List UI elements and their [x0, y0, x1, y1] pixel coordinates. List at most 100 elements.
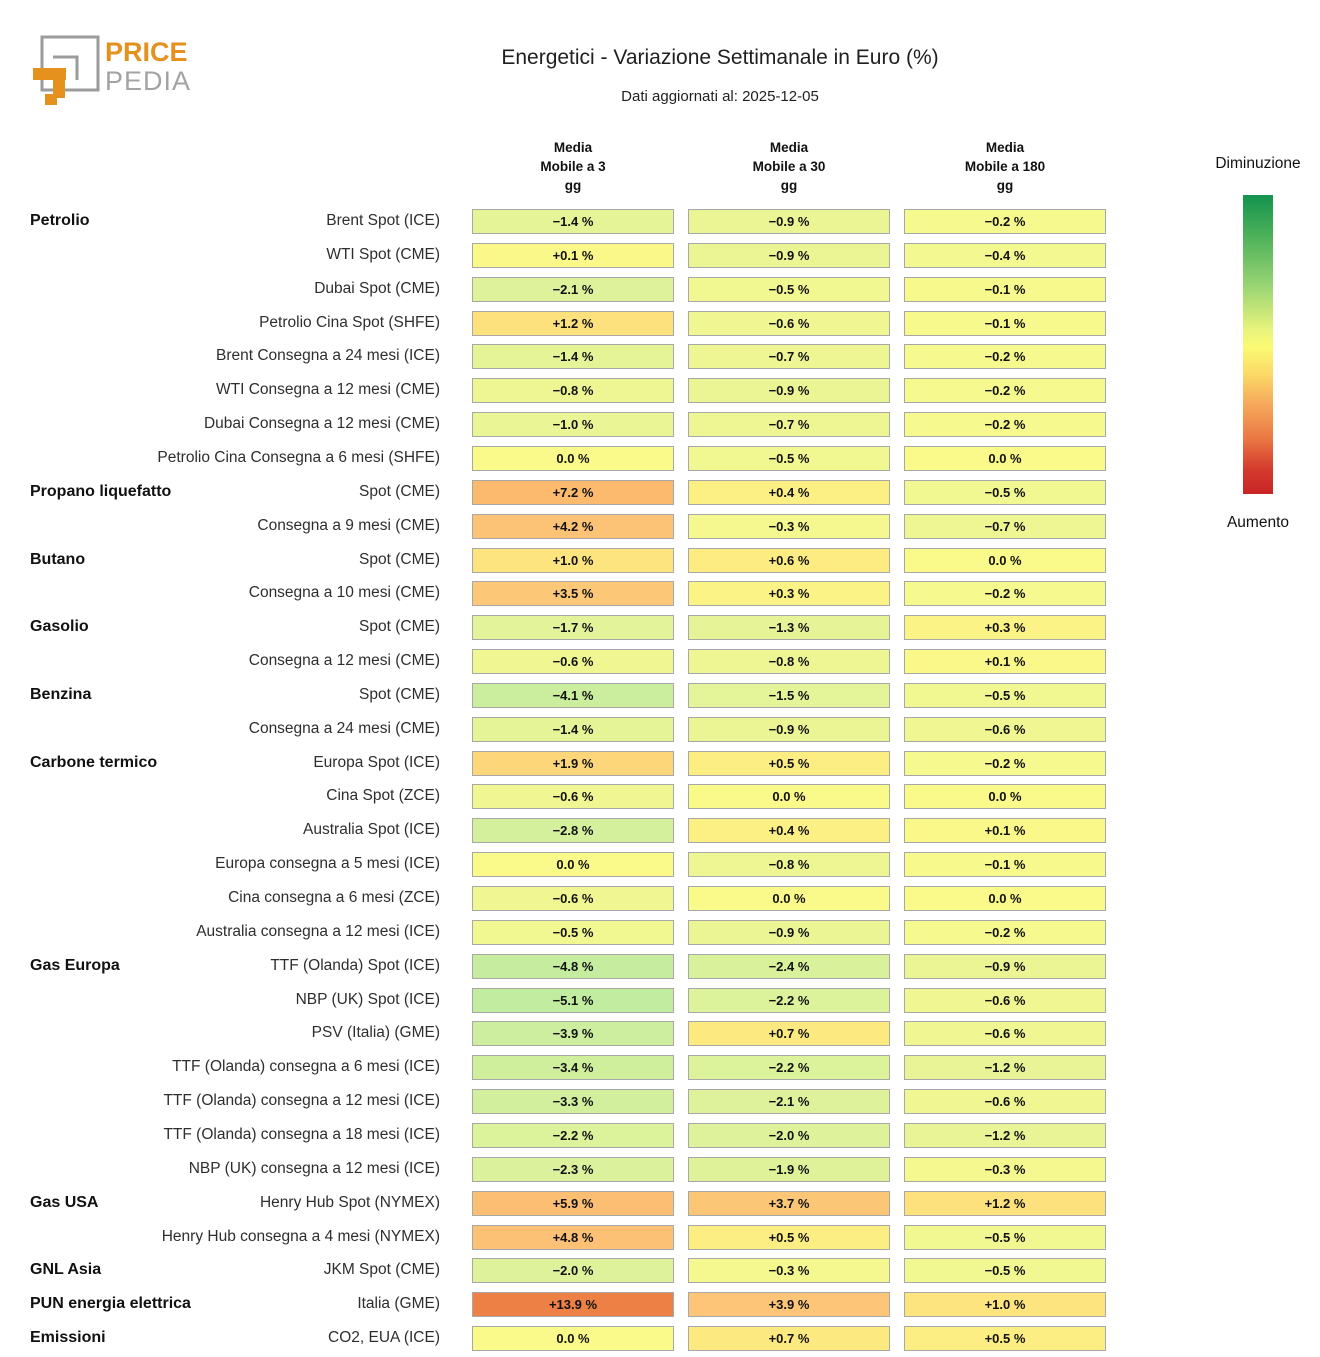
- heatmap-cell: +0.1 %: [472, 243, 674, 268]
- heatmap-cell: +3.5 %: [472, 581, 674, 606]
- heatmap-cell: −0.1 %: [904, 852, 1106, 877]
- row-label: Consegna a 12 mesi (CME): [248, 652, 440, 669]
- row-label: Dubai Consegna a 12 mesi (CME): [203, 415, 440, 432]
- heatmap-cell: −1.2 %: [904, 1123, 1106, 1148]
- heatmap-cell: −2.1 %: [688, 1089, 890, 1114]
- heatmap-cell: −4.8 %: [472, 954, 674, 979]
- heatmap-cell: 0.0 %: [688, 784, 890, 809]
- heatmap-cell: −0.9 %: [688, 378, 890, 403]
- heatmap-cell: −0.2 %: [904, 344, 1106, 369]
- heatmap-cell: −0.3 %: [688, 1258, 890, 1283]
- row-label: CO2, EUA (ICE): [328, 1329, 440, 1346]
- heatmap-cell: +0.7 %: [688, 1326, 890, 1351]
- category-label: Benzina: [30, 686, 92, 703]
- heatmap-cell: −2.8 %: [472, 818, 674, 843]
- category-label: Emissioni: [30, 1329, 106, 1346]
- heatmap-cell: −0.9 %: [688, 717, 890, 742]
- heatmap-cell: +4.8 %: [472, 1225, 674, 1250]
- row-label: Petrolio Cina Spot (SHFE): [259, 314, 440, 331]
- heatmap-cell: +13.9 %: [472, 1292, 674, 1317]
- row-label: WTI Consegna a 12 mesi (CME): [216, 381, 440, 398]
- category-label: Gasolio: [30, 618, 89, 635]
- row-label: Brent Consegna a 24 mesi (ICE): [216, 347, 440, 364]
- heatmap-cell: +0.6 %: [688, 548, 890, 573]
- heatmap-cell: −3.4 %: [472, 1055, 674, 1080]
- heatmap-cell: −0.8 %: [688, 649, 890, 674]
- heatmap-cell: −2.2 %: [688, 1055, 890, 1080]
- legend-gradient-bar: [1243, 195, 1273, 494]
- row-label: NBP (UK) Spot (ICE): [295, 991, 440, 1008]
- heatmap-cell: −0.2 %: [904, 751, 1106, 776]
- heatmap-cell: −2.4 %: [688, 954, 890, 979]
- legend-label-diminuzione: Diminuzione: [1215, 155, 1301, 172]
- row-label: Australia Spot (ICE): [303, 821, 440, 838]
- row-label: Spot (CME): [359, 618, 440, 635]
- heatmap-cell: −0.5 %: [688, 277, 890, 302]
- heatmap-cell: 0.0 %: [904, 784, 1106, 809]
- heatmap-cell: −0.5 %: [904, 1258, 1106, 1283]
- heatmap-cell: −1.7 %: [472, 615, 674, 640]
- heatmap-cell: +0.4 %: [688, 480, 890, 505]
- row-label: TTF (Olanda) consegna a 18 mesi (ICE): [163, 1126, 440, 1143]
- heatmap-cell: +0.4 %: [688, 818, 890, 843]
- row-label: Italia (GME): [357, 1295, 440, 1312]
- row-label: Consegna a 10 mesi (CME): [248, 584, 440, 601]
- heatmap-cell: −0.9 %: [904, 954, 1106, 979]
- heatmap-cell: 0.0 %: [472, 852, 674, 877]
- heatmap-cell: −0.7 %: [688, 344, 890, 369]
- heatmap-cell: −0.3 %: [688, 514, 890, 539]
- heatmap-cell: −0.9 %: [688, 243, 890, 268]
- heatmap-cell: −0.9 %: [688, 920, 890, 945]
- heatmap-cell: −0.7 %: [904, 514, 1106, 539]
- heatmap-cell: −0.2 %: [904, 378, 1106, 403]
- heatmap-cell: 0.0 %: [688, 886, 890, 911]
- category-label: Gas Europa: [30, 957, 120, 974]
- legend-label-aumento: Aumento: [1226, 514, 1290, 531]
- heatmap-cell: +0.1 %: [904, 649, 1106, 674]
- row-label: Cina consegna a 6 mesi (ZCE): [228, 889, 440, 906]
- heatmap-cell: +4.2 %: [472, 514, 674, 539]
- row-label: Europa Spot (ICE): [313, 754, 440, 771]
- category-label: Carbone termico: [30, 754, 158, 771]
- heatmap-cell: −0.2 %: [904, 581, 1106, 606]
- heatmap-cell: −1.2 %: [904, 1055, 1106, 1080]
- heatmap-cell: +0.7 %: [688, 1021, 890, 1046]
- heatmap-cell: −3.9 %: [472, 1021, 674, 1046]
- heatmap-cell: −1.4 %: [472, 209, 674, 234]
- heatmap-cell: −4.1 %: [472, 683, 674, 708]
- heatmap-cell: −0.1 %: [904, 311, 1106, 336]
- category-label: Gas USA: [30, 1194, 99, 1211]
- row-label: Brent Spot (ICE): [326, 212, 440, 229]
- row-label: NBP (UK) consegna a 12 mesi (ICE): [188, 1160, 440, 1177]
- row-label: WTI Spot (CME): [326, 246, 440, 263]
- row-label: Spot (CME): [359, 483, 440, 500]
- heatmap-cell: −1.0 %: [472, 412, 674, 437]
- heatmap-cell: −0.9 %: [688, 209, 890, 234]
- heatmap-cell: −3.3 %: [472, 1089, 674, 1114]
- row-label: Dubai Spot (CME): [314, 280, 440, 297]
- pricepedia-logo: PRICE PEDIA: [33, 35, 190, 105]
- heatmap-cell: 0.0 %: [472, 1326, 674, 1351]
- heatmap-cell: −0.6 %: [472, 886, 674, 911]
- heatmap-cell: −0.2 %: [904, 412, 1106, 437]
- heatmap-cell: −2.3 %: [472, 1157, 674, 1182]
- heatmap-cell: −0.6 %: [904, 1021, 1106, 1046]
- row-label: JKM Spot (CME): [323, 1261, 440, 1278]
- heatmap-cell: −2.2 %: [472, 1123, 674, 1148]
- heatmap-cell: −0.8 %: [688, 852, 890, 877]
- heatmap-cell: +1.0 %: [472, 548, 674, 573]
- heatmap-cell: −0.5 %: [904, 1225, 1106, 1250]
- column-header-2: Media Mobile a 180 gg: [964, 140, 1046, 193]
- heatmap-cell: −0.5 %: [904, 683, 1106, 708]
- logo-outer-square: [40, 35, 100, 92]
- heatmap-cell: +3.9 %: [688, 1292, 890, 1317]
- row-label: Consegna a 9 mesi (CME): [257, 517, 440, 534]
- category-label: Propano liquefatto: [30, 483, 172, 500]
- column-header-1: Media Mobile a 30 gg: [752, 140, 826, 193]
- heatmap-cell: −0.6 %: [688, 311, 890, 336]
- heatmap-cell: +1.9 %: [472, 751, 674, 776]
- row-label: Henry Hub consegna a 4 mesi (NYMEX): [161, 1228, 440, 1245]
- logo-inner-corner: [53, 55, 79, 80]
- heatmap-cell: −0.1 %: [904, 277, 1106, 302]
